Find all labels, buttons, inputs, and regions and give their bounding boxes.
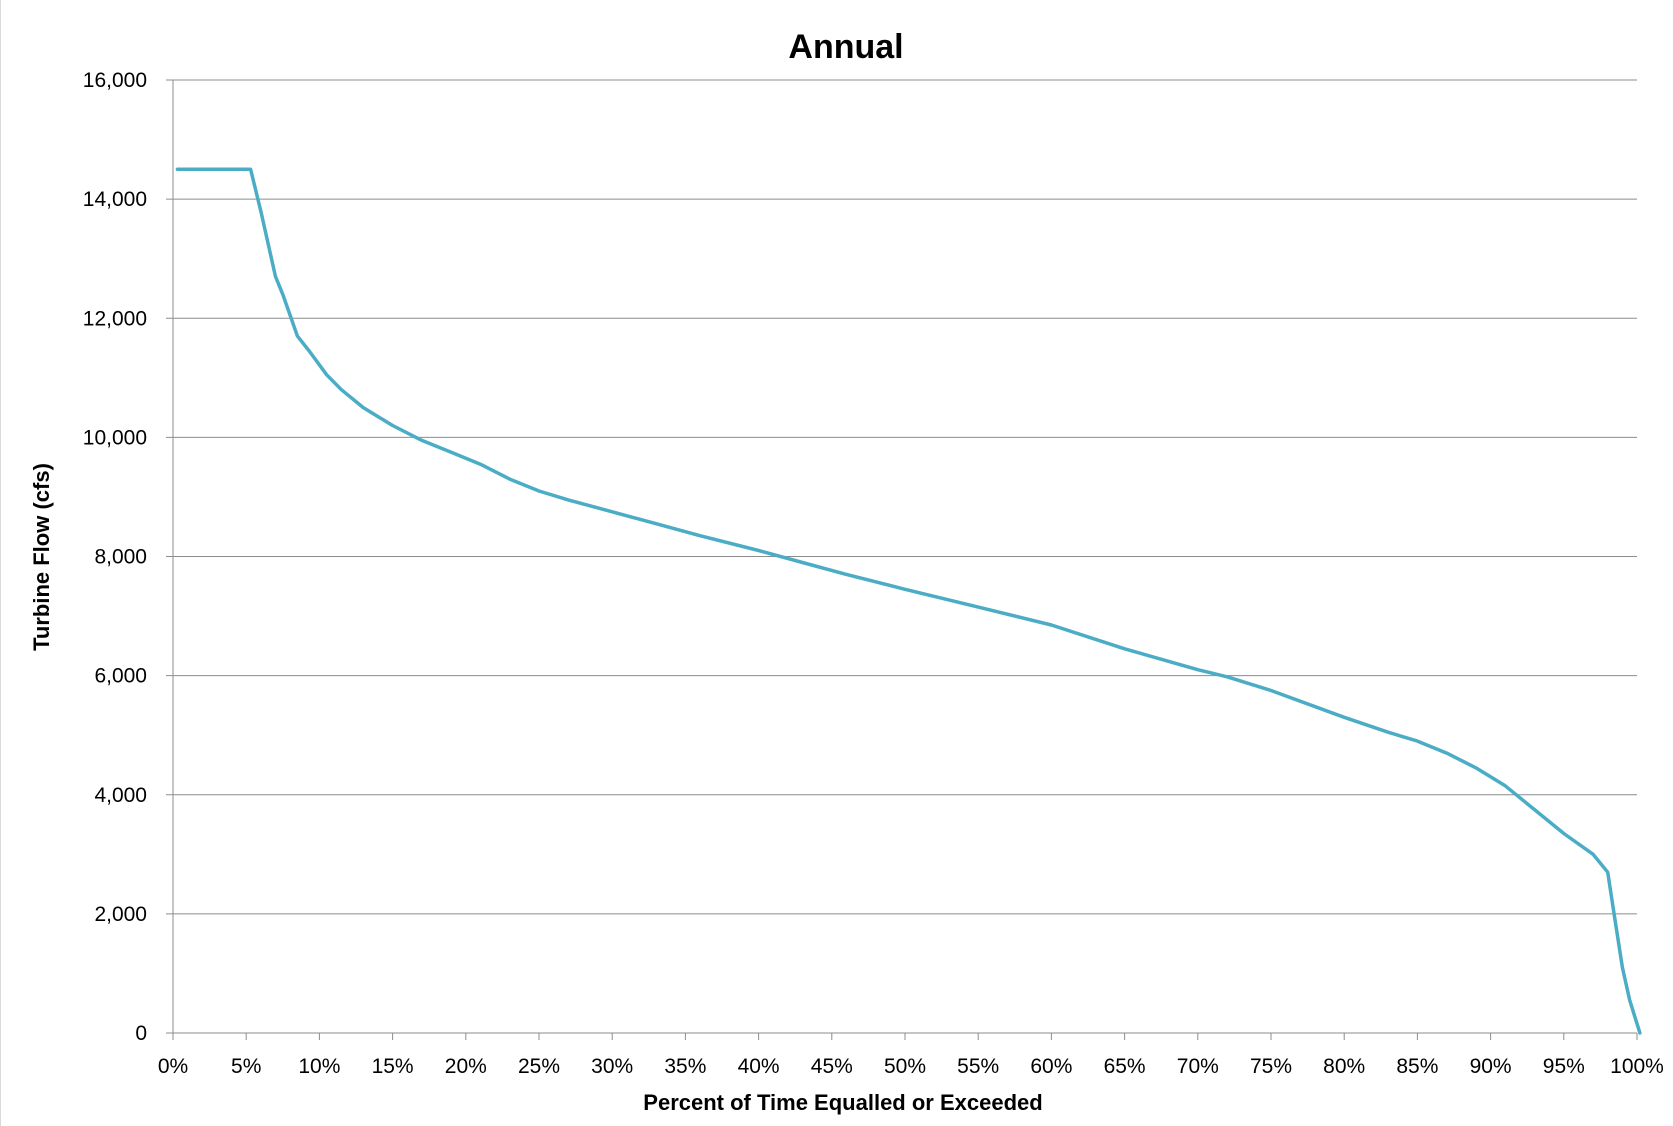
x-tick-label: 10%: [298, 1055, 340, 1078]
x-tick-label: 75%: [1250, 1055, 1292, 1078]
y-tick-label: 8,000: [94, 546, 147, 569]
x-tick-label: 35%: [664, 1055, 706, 1078]
x-tick-label: 100%: [1610, 1055, 1664, 1078]
y-axis-title: Turbine Flow (cfs): [29, 463, 54, 651]
y-tick-label: 14,000: [83, 188, 147, 211]
x-tick-label: 0%: [158, 1055, 188, 1078]
x-axis-title: Percent of Time Equalled or Exceeded: [643, 1090, 1042, 1115]
y-tick-label: 6,000: [94, 665, 147, 688]
x-tick-label: 5%: [231, 1055, 261, 1078]
x-tick-label: 30%: [591, 1055, 633, 1078]
x-tick-label: 80%: [1323, 1055, 1365, 1078]
x-tick-label: 85%: [1396, 1055, 1438, 1078]
x-tick-label: 70%: [1177, 1055, 1219, 1078]
x-tick-label: 40%: [738, 1055, 780, 1078]
x-tick-label: 60%: [1030, 1055, 1072, 1078]
x-tick-label: 15%: [372, 1055, 414, 1078]
series-line: [175, 167, 1642, 1035]
y-tick-label: 2,000: [94, 903, 147, 926]
tick-labels: 0 2,000 4,000 6,000 8,000 10,000 12,000 14,000 1…: [83, 69, 1664, 1078]
gridlines: [173, 79, 1637, 915]
y-tick-label: 0: [135, 1022, 147, 1045]
x-tick-label: 50%: [884, 1055, 926, 1078]
axes: [166, 79, 1638, 1040]
x-tick-label: 65%: [1104, 1055, 1146, 1078]
x-tick-label: 55%: [957, 1055, 999, 1078]
y-tick-label: 4,000: [94, 784, 147, 807]
y-tick-label: 10,000: [83, 426, 147, 449]
series-layer: [175, 167, 1642, 1035]
y-tick-label: 16,000: [83, 69, 147, 92]
x-tick-label: 90%: [1470, 1055, 1512, 1078]
x-tick-label: 25%: [518, 1055, 560, 1078]
x-tick-label: 95%: [1543, 1055, 1585, 1078]
chart-title: Annual: [788, 28, 903, 66]
x-tick-label: 45%: [811, 1055, 853, 1078]
x-tick-label: 20%: [445, 1055, 487, 1078]
y-tick-label: 12,000: [83, 307, 147, 330]
